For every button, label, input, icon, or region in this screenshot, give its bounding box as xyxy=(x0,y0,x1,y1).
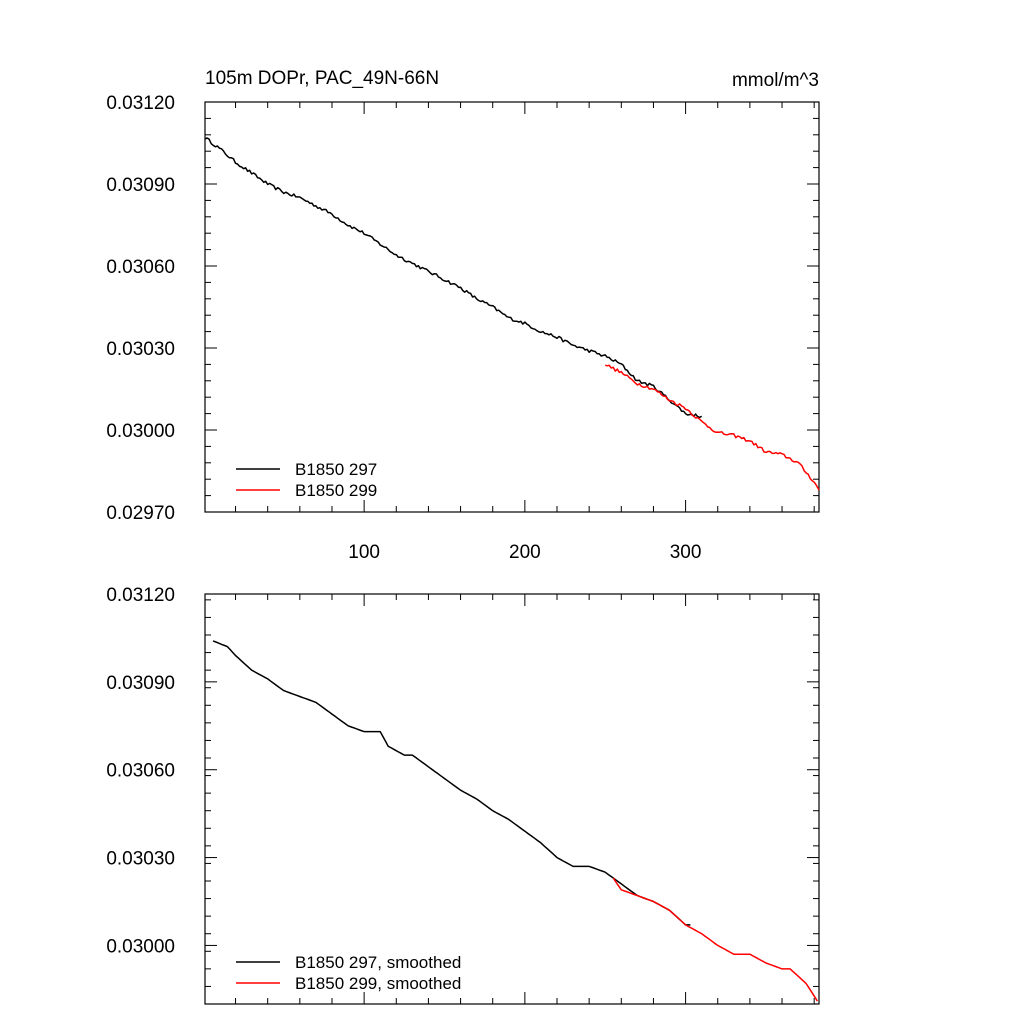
bottom-series-lines xyxy=(212,640,819,1002)
bottom-ytick-label: 0.03000 xyxy=(106,936,175,957)
bottom-y-ticks: 0.03120 0.03090 0.03060 0.03030 0.03000 xyxy=(106,585,819,1005)
bottom-plot-frame xyxy=(204,593,820,1005)
top-legend-label-299: B1850 299 xyxy=(295,481,377,500)
bottom-x-ticks xyxy=(235,594,815,1004)
top-series-line-0 xyxy=(204,137,703,419)
top-ytick-label: 0.03030 xyxy=(106,339,175,360)
top-y-ticks: 0.03120 0.03090 0.03060 0.03030 0.03000 0.029… xyxy=(106,93,819,524)
bottom-legend-label-297: B1850 297, smoothed xyxy=(295,953,461,972)
bottom-ytick-label: 0.03030 xyxy=(106,849,175,870)
top-plot-frame xyxy=(204,101,820,513)
top-legend: B1850 297 B1850 299 xyxy=(236,460,377,500)
bottom-panel: 0.03120 0.03090 0.03060 0.03030 0.03000 B185… xyxy=(106,585,820,1005)
top-ytick-label: 0.03120 xyxy=(106,93,175,114)
top-chart-units: mmol/m^3 xyxy=(732,70,819,91)
top-xtick-label: 200 xyxy=(509,542,541,563)
bottom-ytick-label: 0.03090 xyxy=(106,673,175,694)
bottom-series-line-1 xyxy=(612,877,819,1002)
bottom-ytick-label: 0.03060 xyxy=(106,761,175,782)
top-xtick-label: 100 xyxy=(348,542,380,563)
top-ytick-label: 0.03000 xyxy=(106,421,175,442)
top-x-ticks: 100 200 300 xyxy=(235,102,815,563)
top-chart-title: 105m DOPr, PAC_49N-66N xyxy=(205,68,439,89)
top-panel: 105m DOPr, PAC_49N-66N mmol/m^3 0.031200… xyxy=(106,68,820,563)
top-xtick-label: 300 xyxy=(670,542,702,563)
top-legend-label-297: B1850 297 xyxy=(295,460,377,479)
top-ytick-label: 0.03090 xyxy=(106,175,175,196)
top-series-line-1 xyxy=(604,364,820,491)
top-ytick-label: 0.03060 xyxy=(106,257,175,278)
bottom-ytick-label: 0.03120 xyxy=(106,585,175,606)
bottom-legend-label-299: B1850 299, smoothed xyxy=(295,974,461,993)
top-ytick-label: 0.02970 xyxy=(106,503,175,524)
bottom-series-line-0 xyxy=(212,640,691,926)
top-series-lines xyxy=(204,137,820,491)
bottom-legend: B1850 297, smoothed B1850 299, smoothed xyxy=(236,953,461,993)
